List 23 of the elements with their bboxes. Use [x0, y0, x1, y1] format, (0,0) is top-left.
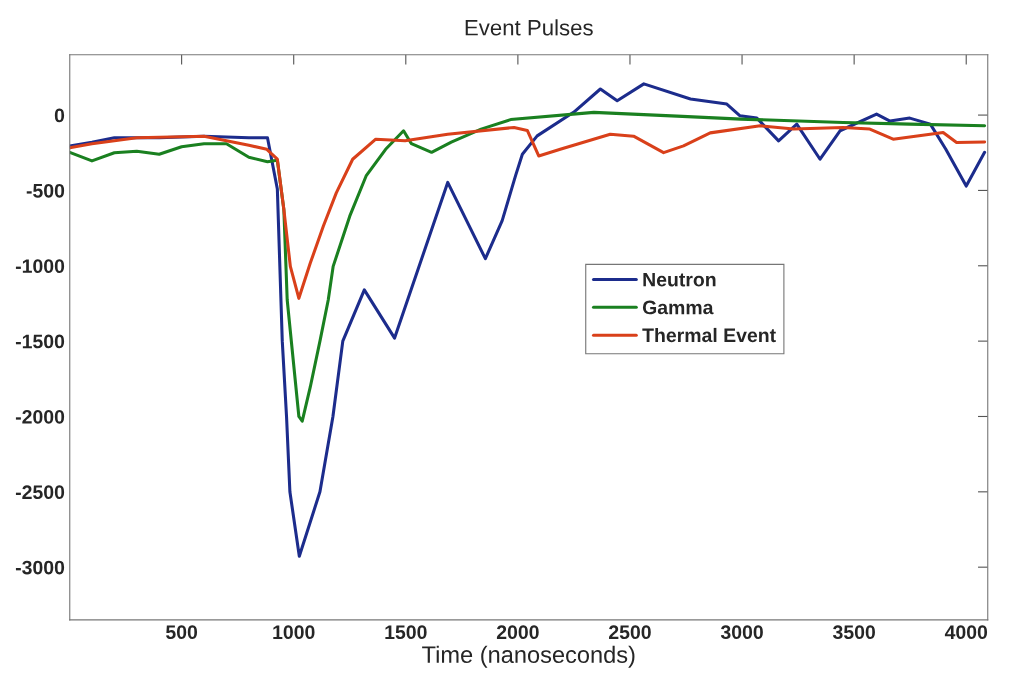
- chart-title: Event Pulses: [465, 19, 593, 36]
- y-tick-label: 0: [54, 108, 65, 123]
- x-tick-label: 3500: [832, 625, 875, 640]
- x-tick-label: 1000: [273, 625, 315, 640]
- x-tick-label: 3000: [720, 625, 763, 640]
- line-series: [69, 110, 987, 423]
- legend-label: Thermal Event: [642, 327, 776, 343]
- legend-label: Gamma: [642, 300, 714, 315]
- y-tick-label: -2000: [15, 409, 65, 424]
- y-tick-label: -500: [26, 183, 65, 198]
- line-series: [69, 124, 987, 300]
- x-axis-title: Time (nanoseconds): [422, 645, 635, 668]
- y-tick-label: -3000: [15, 560, 65, 575]
- legend-label: Neutron: [643, 272, 716, 287]
- x-tick-label: 1500: [385, 625, 427, 640]
- x-tick-label: 500: [166, 625, 198, 640]
- x-tick-label: 2000: [496, 625, 539, 640]
- y-tick-label: -2500: [15, 485, 65, 500]
- line-series: [69, 82, 987, 558]
- y-tick-label: -1000: [15, 259, 65, 274]
- y-tick-label: -1500: [15, 334, 65, 349]
- x-tick-label: 4000: [944, 625, 988, 640]
- x-tick-label: 2500: [609, 625, 651, 640]
